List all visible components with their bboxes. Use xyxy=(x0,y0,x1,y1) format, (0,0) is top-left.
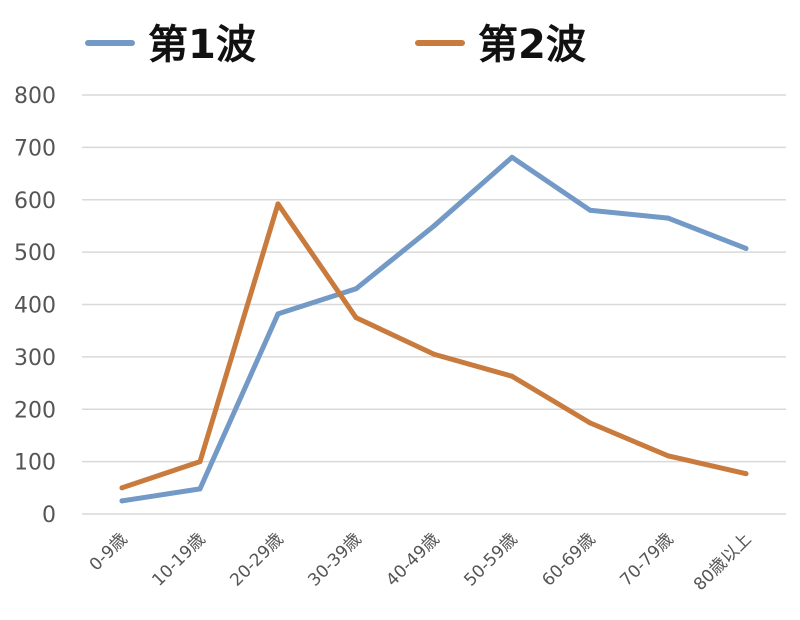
x-tick-label: 40-49歳 xyxy=(382,529,443,590)
y-axis-ticks: 0 100 200 300 400 500 600 700 800 xyxy=(14,84,56,528)
data-point-series-2 xyxy=(197,459,203,465)
data-point-series-1 xyxy=(275,311,281,317)
legend-label-series-2: 第2波 xyxy=(478,22,586,68)
x-tick-label: 50-59歳 xyxy=(460,529,521,590)
x-tick-label: 70-79歳 xyxy=(616,529,677,590)
y-tick-label: 100 xyxy=(14,451,56,476)
data-point-series-1 xyxy=(119,498,125,504)
y-tick-label: 700 xyxy=(14,136,56,161)
legend: 第1波 第2波 xyxy=(85,22,586,68)
x-tick-label: 20-29歳 xyxy=(226,529,287,590)
y-tick-label: 600 xyxy=(14,189,56,214)
y-tick-label: 300 xyxy=(14,346,56,371)
data-point-series-1 xyxy=(431,223,437,229)
y-tick-label: 800 xyxy=(14,84,56,109)
x-tick-label: 80歳以上 xyxy=(690,529,756,595)
data-point-series-2 xyxy=(587,420,593,426)
data-point-series-2 xyxy=(665,453,671,459)
x-axis-ticks: 0-9歳 10-19歳 20-29歳 30-39歳 40-49歳 50-59歳 60-69歳… xyxy=(86,529,756,595)
gridlines xyxy=(82,94,786,515)
data-point-series-1 xyxy=(743,245,749,251)
y-tick-label: 200 xyxy=(14,398,56,423)
data-point-series-1 xyxy=(587,207,593,213)
data-point-series-2 xyxy=(275,201,281,207)
data-point-series-2 xyxy=(353,315,359,321)
y-tick-label: 0 xyxy=(42,503,56,528)
y-tick-label: 400 xyxy=(14,294,56,319)
x-tick-label: 30-39歳 xyxy=(304,529,365,590)
data-point-series-2 xyxy=(509,373,515,379)
series-line-2 xyxy=(119,201,749,491)
x-tick-label: 0-9歳 xyxy=(86,529,132,575)
x-tick-label: 10-19歳 xyxy=(148,529,209,590)
legend-label-series-1: 第1波 xyxy=(148,22,256,68)
data-point-series-1 xyxy=(197,486,203,492)
series-lines xyxy=(119,154,749,504)
x-tick-label: 60-69歳 xyxy=(538,529,599,590)
data-point-series-1 xyxy=(509,154,515,160)
data-point-series-2 xyxy=(431,351,437,357)
data-point-series-1 xyxy=(353,286,359,292)
y-tick-label: 500 xyxy=(14,241,56,266)
data-point-series-2 xyxy=(743,471,749,477)
data-point-series-2 xyxy=(119,485,125,491)
data-point-series-1 xyxy=(665,215,671,221)
